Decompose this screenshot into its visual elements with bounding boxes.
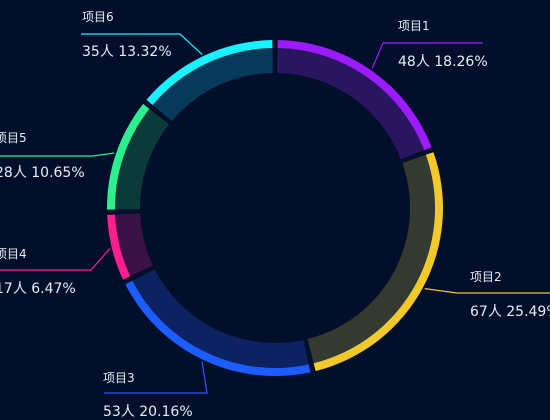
slice-6-name-label: 项目6 <box>82 10 114 24</box>
slice-5-leader-line <box>0 152 115 157</box>
slice-5-value-label: 28人 10.65% <box>0 165 85 181</box>
slice-4-value-label: 17人 6.47% <box>0 281 76 297</box>
slice-1-leader-line <box>371 42 483 69</box>
labels-layer: 项目1 48人 18.26% 项目2 67人 25.49% 项目3 53人 20.16% 项… <box>0 10 550 420</box>
slice-1-value-label: 48人 18.26% <box>398 54 488 70</box>
slice-6-fill <box>152 48 273 122</box>
slice-6-leader-line <box>81 33 203 55</box>
slice-2-value-label: 67人 25.49% <box>470 304 550 320</box>
slice-3-fill <box>132 269 309 368</box>
slice-5-fill <box>114 108 170 210</box>
slice-3-leader-line <box>104 361 208 394</box>
slice-3-value-label: 53人 20.16% <box>103 404 193 420</box>
slice-3-arc[interactable] <box>125 280 311 376</box>
slice-1-arc[interactable] <box>277 40 432 151</box>
slice-4-fill <box>115 213 153 277</box>
slices-layer <box>106 40 443 376</box>
slice-1-fill <box>277 48 425 160</box>
slice-2-name-label: 项目2 <box>470 270 502 284</box>
slice-3-name-label: 项目3 <box>103 371 135 385</box>
slice-6-value-label: 35人 13.32% <box>82 44 172 60</box>
slice-2-leader-line <box>424 288 550 294</box>
slice-4-arc[interactable] <box>107 214 131 280</box>
slice-4-name-label: 项目4 <box>0 247 27 261</box>
slice-2-fill <box>307 154 435 364</box>
slice-6-arc[interactable] <box>146 40 273 105</box>
leader-lines-layer <box>0 33 550 394</box>
slice-4-leader-line <box>0 248 111 271</box>
slice-5-arc[interactable] <box>106 103 150 210</box>
slice-1-name-label: 项目1 <box>398 19 430 33</box>
slice-5-name-label: 项目5 <box>0 131 27 145</box>
